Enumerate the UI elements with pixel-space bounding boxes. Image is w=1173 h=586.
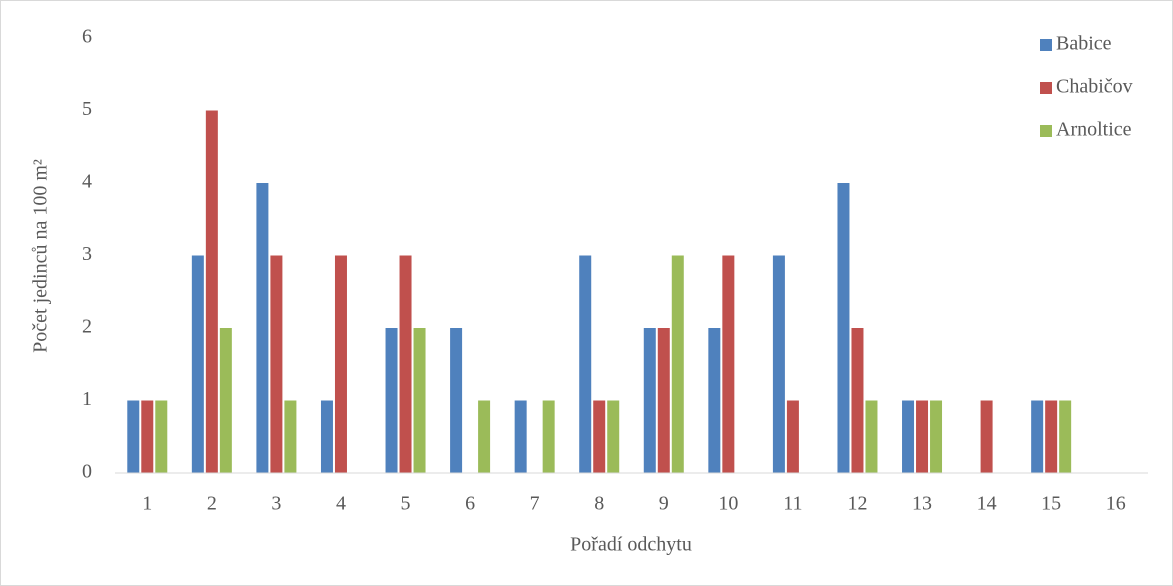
bar — [837, 183, 850, 473]
bar — [205, 110, 218, 473]
bar — [141, 400, 154, 473]
x-tick-label: 8 — [594, 493, 604, 515]
bar — [593, 400, 606, 473]
x-tick-label: 3 — [271, 493, 281, 515]
bar — [772, 255, 785, 473]
bar — [643, 328, 656, 473]
y-tick-label: 4 — [82, 171, 92, 193]
bar — [399, 255, 412, 473]
x-tick-label: 1 — [142, 493, 152, 515]
bar — [1059, 400, 1072, 473]
x-tick-label: 16 — [1106, 493, 1126, 515]
x-tick-label: 4 — [336, 493, 346, 515]
bar — [1045, 400, 1058, 473]
x-tick-label: 12 — [847, 493, 867, 515]
bar — [865, 400, 878, 473]
bar — [786, 400, 799, 473]
bar — [320, 400, 333, 473]
bar — [579, 255, 592, 473]
bar — [385, 328, 398, 473]
y-axis-title: Počet jedinců na 100 m² — [30, 159, 52, 353]
bar — [219, 328, 232, 473]
x-axis-title: Pořadí odchytu — [570, 534, 692, 556]
x-tick-label: 2 — [207, 493, 217, 515]
bar — [722, 255, 735, 473]
bar — [514, 400, 527, 473]
bar — [191, 255, 204, 473]
bar — [657, 328, 670, 473]
x-tick-label: 10 — [718, 493, 738, 515]
legend-label: Chabičov — [1056, 76, 1133, 98]
bar — [256, 183, 269, 473]
bar — [542, 400, 555, 473]
bar — [270, 255, 283, 473]
y-tick-label: 5 — [82, 98, 92, 120]
bar — [478, 400, 491, 473]
bar — [284, 400, 297, 473]
x-tick-label: 14 — [977, 493, 997, 515]
bar — [1031, 400, 1044, 473]
y-tick-label: 3 — [82, 243, 92, 265]
bar — [930, 400, 943, 473]
legend-label: Arnoltice — [1056, 119, 1132, 141]
x-tick-label: 7 — [530, 493, 540, 515]
x-tick-label: 13 — [912, 493, 932, 515]
bar — [980, 400, 993, 473]
bar — [334, 255, 347, 473]
bar — [155, 400, 168, 473]
bar — [671, 255, 684, 473]
bar — [851, 328, 864, 473]
legend-label: Babice — [1056, 33, 1112, 55]
x-tick-label: 9 — [659, 493, 669, 515]
bar — [450, 328, 463, 473]
x-tick-label: 15 — [1041, 493, 1061, 515]
legend-swatch — [1040, 82, 1052, 94]
y-tick-label: 6 — [82, 26, 92, 48]
legend-swatch — [1040, 125, 1052, 137]
bar — [127, 400, 140, 473]
bar — [916, 400, 929, 473]
bar — [607, 400, 620, 473]
y-tick-label: 1 — [82, 388, 92, 410]
x-tick-label: 6 — [465, 493, 475, 515]
x-tick-label: 5 — [401, 493, 411, 515]
legend-swatch — [1040, 39, 1052, 51]
bar — [708, 328, 721, 473]
bar — [902, 400, 915, 473]
y-tick-label: 2 — [82, 316, 92, 338]
x-tick-label: 11 — [783, 493, 802, 515]
y-tick-label: 0 — [82, 461, 92, 483]
bar — [413, 328, 426, 473]
